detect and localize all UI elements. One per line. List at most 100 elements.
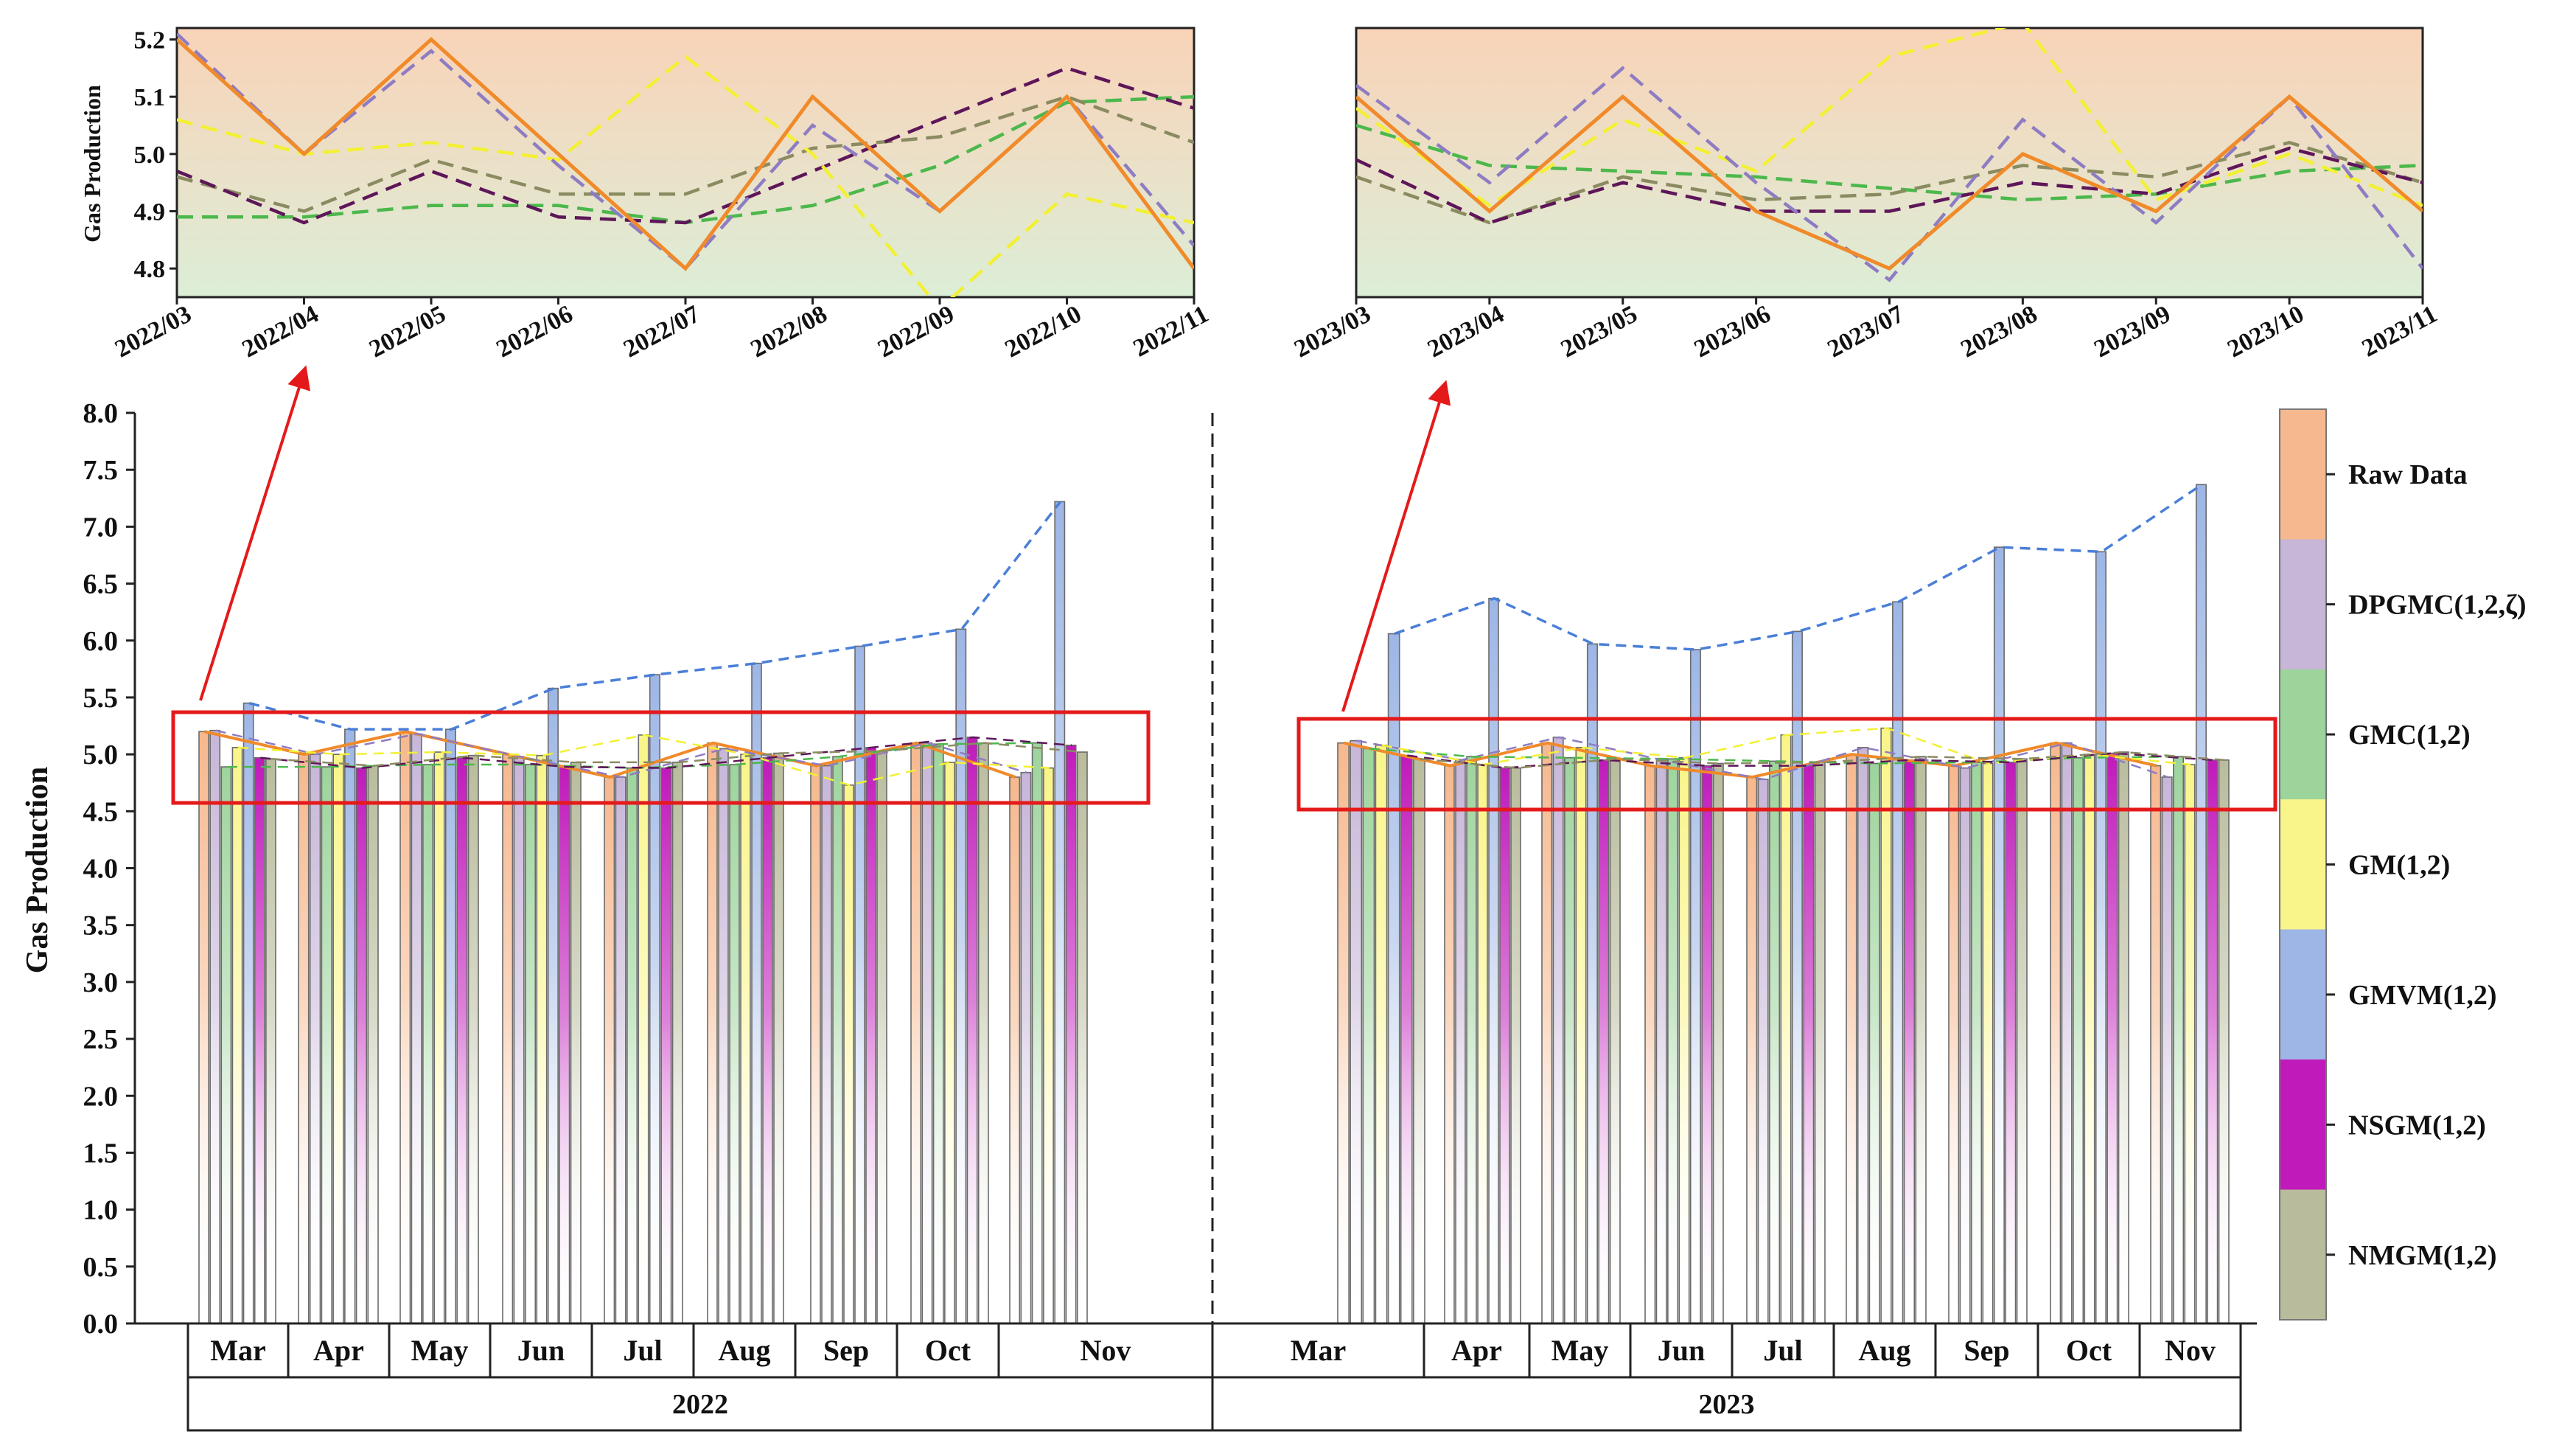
main-y-tick-label: 3.5 [83, 911, 119, 942]
bar-gmc [832, 756, 843, 1324]
bar-gmc [1667, 758, 1679, 1324]
legend-label: NSGM(1,2) [2348, 1110, 2486, 1141]
main-y-tick-label: 0.5 [83, 1252, 119, 1283]
bar-raw [1644, 765, 1656, 1324]
inset-y-tick-label: 5.0 [134, 142, 166, 169]
bar-nmgm [671, 762, 683, 1324]
year-label: 2023 [1699, 1389, 1755, 1420]
main-y-tick-label: 6.0 [83, 626, 119, 657]
inset-y-tick-label: 4.9 [134, 199, 166, 226]
bar-nsgm [1903, 759, 1916, 1324]
main-y-tick-label: 4.5 [83, 796, 119, 827]
bar-dpgmc [1757, 779, 1769, 1324]
legend-label: Raw Data [2348, 459, 2467, 490]
month-label: Nov [2165, 1334, 2216, 1367]
inset-x-tick-label: 2023/04 [1423, 300, 1509, 363]
legend-label: GM(1,2) [2348, 850, 2450, 881]
inset-x-tick-label: 2022/05 [365, 300, 450, 363]
inset-x-tick-label: 2022/07 [619, 300, 705, 363]
bar-nmgm [467, 754, 479, 1324]
bar-nmgm [876, 750, 887, 1324]
bar-nmgm [1076, 751, 1088, 1324]
main-y-tick-label: 8.0 [83, 398, 119, 429]
inset-x-tick-label: 2022/11 [1129, 300, 1213, 362]
inset-line-nsgm [177, 66, 1194, 225]
bar-gm [638, 734, 649, 1324]
bar-gmvm [2095, 551, 2106, 1324]
bar-raw [502, 754, 514, 1324]
main-y-tick-label: 1.5 [83, 1138, 119, 1169]
month-label: Jun [517, 1334, 565, 1367]
highlight-box-2023 [1296, 717, 2277, 812]
bar-gm [1477, 764, 1488, 1324]
bar-raw [399, 731, 411, 1324]
bar-nsgm [456, 756, 468, 1324]
inset-2022-series [177, 32, 1194, 297]
bar-nsgm [1499, 767, 1510, 1324]
bar-nsgm [1065, 744, 1077, 1324]
legend: Raw Data DPGMC(1,2,ζ) GMC(1,2) GM(1,2) GMVM(… [2279, 408, 2527, 1320]
month-label: Apr [313, 1334, 364, 1367]
bar-gm [1043, 767, 1054, 1324]
inset-2023-x-ticks: 2023/03 2023/04 2023/05 2023/06 2023/07 2023/… [1290, 297, 2442, 363]
bar-gmc [1466, 756, 1477, 1324]
bar-gmvm [955, 628, 967, 1324]
bar-gm [1678, 756, 1690, 1324]
bar-gmvm [1993, 546, 2005, 1324]
bar-gmc [1031, 742, 1043, 1324]
inset-x-tick-label: 2022/09 [873, 300, 959, 363]
bar-gmc [1971, 762, 1983, 1324]
bar-gmvm [344, 728, 356, 1324]
bar-gm [332, 754, 344, 1324]
main-line-raw [1344, 741, 2157, 779]
inset-line-raw [1356, 94, 2423, 271]
legend-label: GMVM(1,2) [2348, 980, 2497, 1011]
month-label: Oct [925, 1334, 971, 1367]
month-label: Sep [1964, 1334, 2009, 1367]
main-y-ticks: 0.0 0.5 1.0 1.5 2.0 2.5 3.0 3.5 4.0 4.5 5.0 5.5 6.0 6… [83, 398, 135, 1340]
main-y-tick-label: 2.5 [83, 1024, 119, 1055]
inset-x-tick-label: 2022/04 [237, 300, 323, 363]
month-label: Mar [1291, 1334, 1347, 1367]
month-label: May [1551, 1334, 1609, 1367]
bar-gmc [422, 764, 434, 1324]
inset-2022-x-ticks: 2022/03 2022/04 2022/05 2022/06 2022/07 2022/… [111, 297, 1213, 363]
bar-gmc [932, 743, 944, 1324]
inset-line-gmc [1356, 123, 2423, 202]
bar-raw [2050, 742, 2062, 1324]
main-x-categories: Mar Apr May Jun Jul Aug Sep Oct Nov 2022 Mar Apr May… [186, 1322, 2242, 1432]
inset-x-tick-label: 2023/06 [1690, 300, 1776, 363]
bar-raw [707, 742, 718, 1324]
inset-line-gm [1356, 28, 2423, 208]
main-y-axis-title: Gas Production [21, 767, 55, 973]
bar-dpgmc [1455, 759, 1466, 1324]
bar-raw [810, 765, 821, 1324]
month-label: Aug [718, 1334, 770, 1367]
main-y-tick-label: 0.0 [83, 1309, 119, 1340]
bar-gm [536, 754, 548, 1324]
bar-dpgmc [209, 729, 221, 1324]
bar-nsgm [1598, 759, 1610, 1324]
inset-2023-plot-bg [1355, 27, 2424, 299]
bar-nmgm [570, 762, 582, 1324]
year-cell [1211, 1376, 2242, 1432]
bar-nsgm [1400, 754, 1413, 1324]
month-label: Jul [1763, 1334, 1802, 1367]
main-y-tick-label: 1.0 [83, 1195, 119, 1226]
main-line-nsgm [260, 736, 1072, 769]
bar-nsgm [865, 747, 876, 1324]
month-label: Oct [2066, 1334, 2112, 1367]
legend-color-strip [2279, 408, 2327, 1320]
bar-dpgmc [1350, 740, 1363, 1324]
inset-x-tick-label: 2023/11 [2358, 300, 2442, 362]
bar-raw [1541, 742, 1553, 1324]
legend-label: NMGM(1,2) [2348, 1240, 2497, 1271]
bar-nsgm [1803, 765, 1815, 1324]
bar-gmc [626, 767, 638, 1324]
inset-line-dpgmc [1356, 66, 2423, 282]
bar-gm [433, 751, 445, 1324]
main-y-tick-label: 5.0 [83, 740, 119, 770]
bar-nmgm [1510, 767, 1521, 1324]
inset-line-nsgm [1356, 146, 2423, 225]
bar-gm [843, 784, 854, 1324]
